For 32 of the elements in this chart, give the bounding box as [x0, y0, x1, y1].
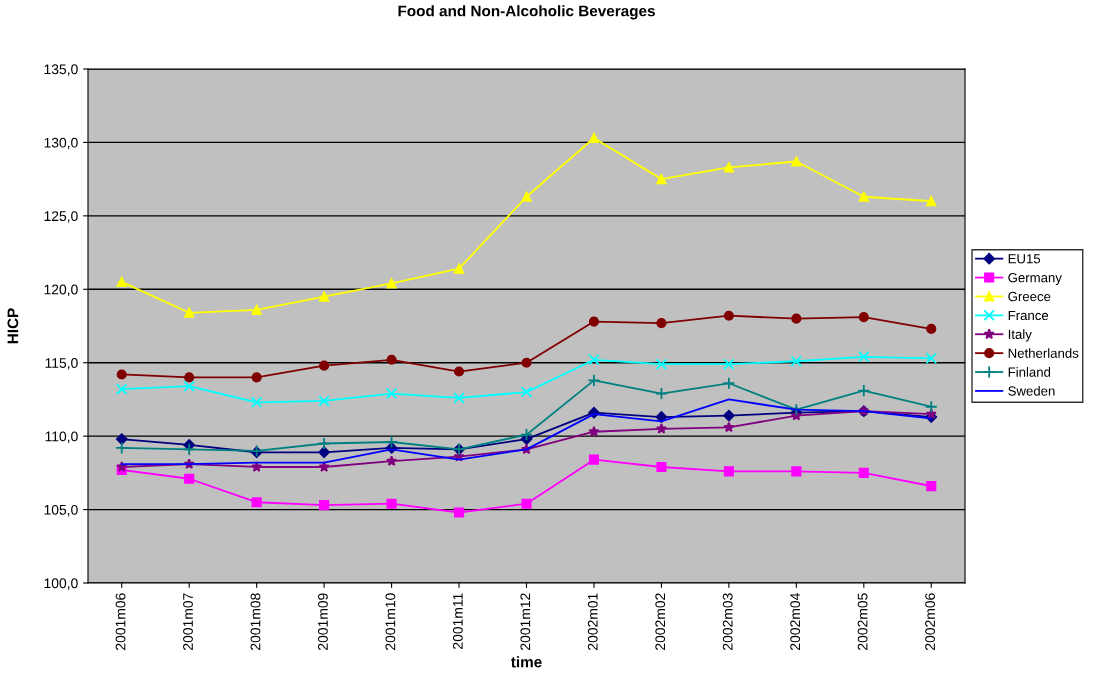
x-axis-title: time	[510, 656, 542, 668]
x-tick-label: 2001m11	[452, 593, 463, 649]
x-tick-label: 2001m09	[318, 593, 328, 650]
x-tick-label: 2002m02	[655, 593, 666, 650]
y-tick-label: 115,0	[45, 358, 78, 370]
legend-label: Italy	[1008, 329, 1032, 342]
legend-label: Germany	[1008, 272, 1062, 285]
y-tick-label: 100,0	[44, 578, 78, 590]
x-tick-label: 2002m05	[857, 593, 868, 650]
x-tick-label: 2002m01	[587, 593, 598, 650]
y-tick-label: 130,0	[44, 137, 78, 150]
legend-label: Netherlands	[1008, 348, 1079, 358]
y-tick-label: 125,0	[44, 211, 78, 223]
y-axis-title: HICP	[7, 308, 19, 344]
legend-label: Finland	[1008, 367, 1051, 377]
x-tick-label: 2001m06	[115, 593, 126, 650]
legend-label: EU15	[1008, 254, 1041, 264]
x-tick-label: 2002m03	[722, 593, 733, 650]
legend-label: Sweden	[1008, 385, 1055, 396]
x-tick-label: 2001m08	[250, 593, 261, 650]
x-tick-label: 2001m10	[385, 593, 396, 650]
y-tick-label: 105,0	[44, 504, 78, 517]
chart-title: Food and Non-Alcoholic Beverages	[398, 5, 655, 20]
legend-label: France	[1008, 310, 1049, 321]
y-tick-label: 120,0	[44, 284, 78, 297]
x-tick-label: 2002m06	[925, 593, 935, 650]
y-tick-label: 135,0	[44, 64, 78, 76]
y-tick-label: 110,0	[45, 431, 78, 443]
x-tick-label: 2001m12	[520, 593, 531, 650]
legend-label: Greece	[1008, 291, 1051, 302]
x-tick-label: 2001m07	[183, 593, 193, 650]
x-tick-label: 2002m04	[790, 593, 801, 650]
